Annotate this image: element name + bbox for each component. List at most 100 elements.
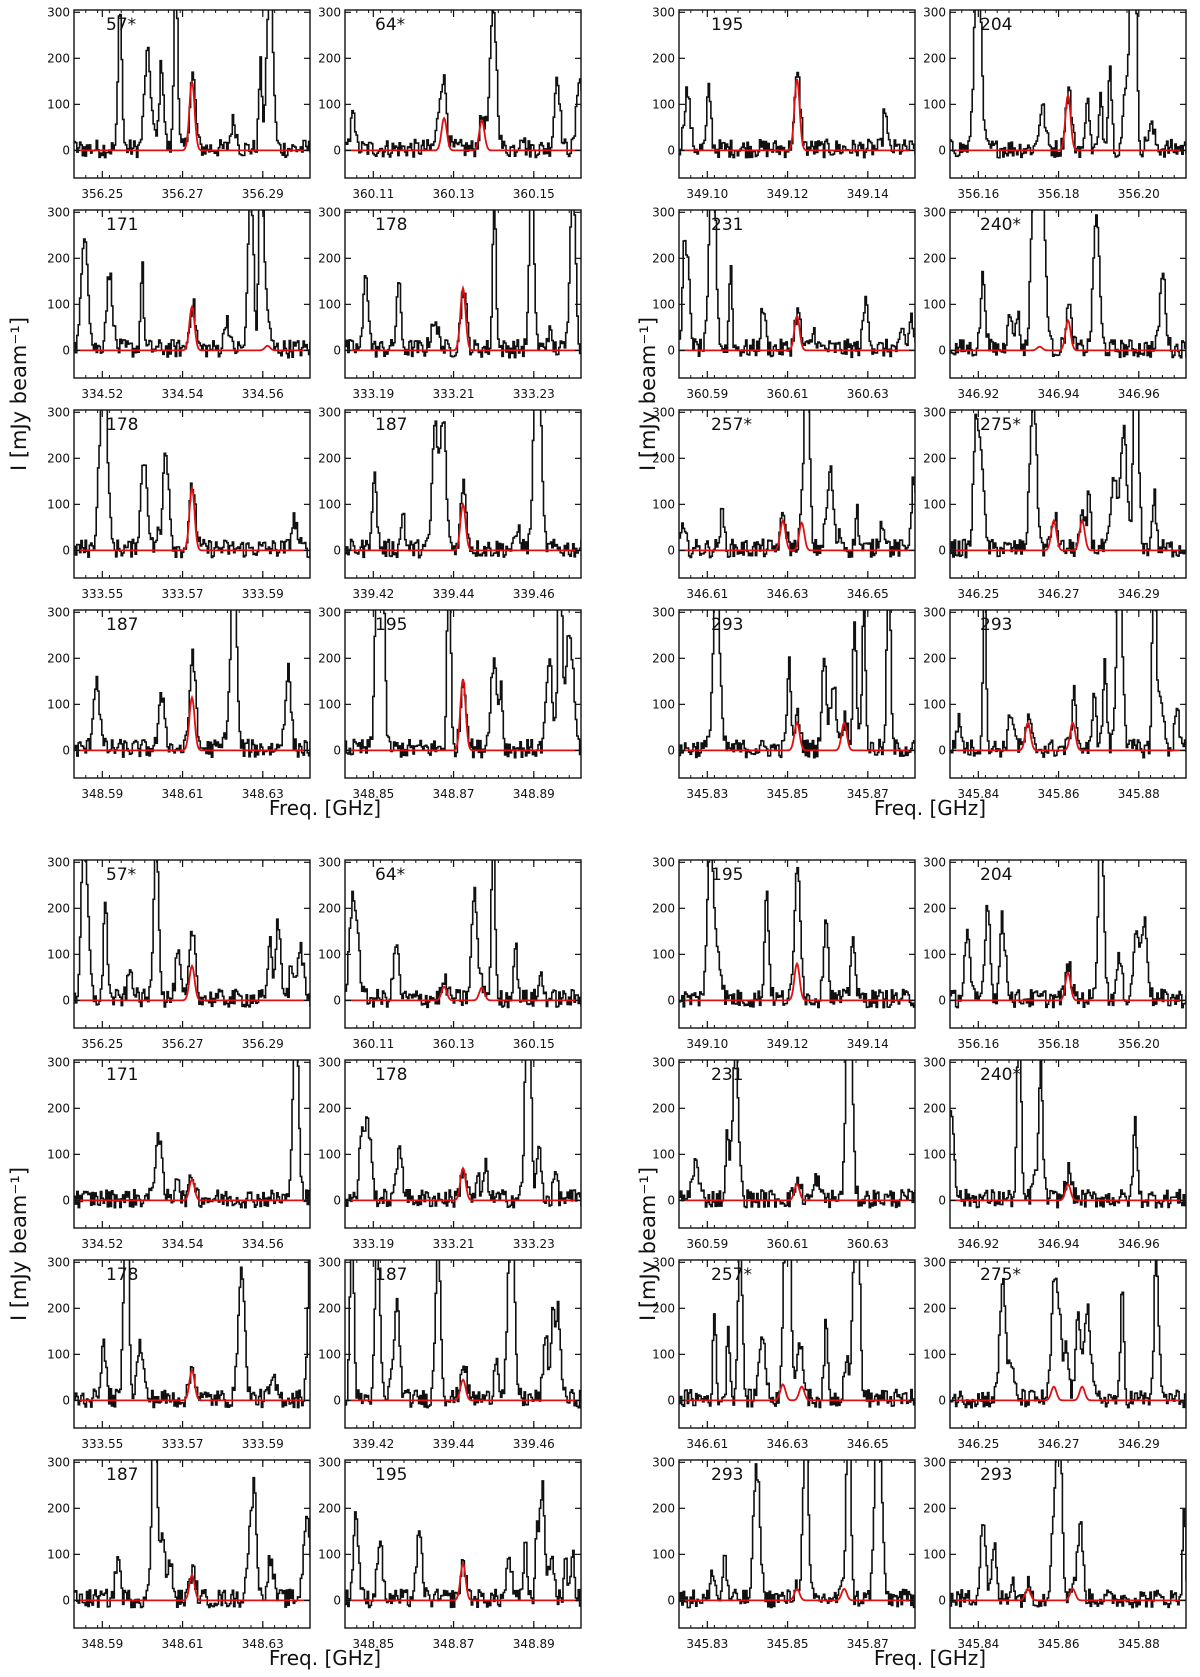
x-tick-label: 346.29 [1118, 1437, 1160, 1451]
panel-label: 195 [711, 15, 743, 35]
model-spectrum-line [345, 985, 581, 1002]
y-tick-label: 200 [652, 451, 675, 465]
observed-spectrum-line [345, 10, 581, 159]
y-tick-label: 300 [318, 205, 341, 219]
x-tick-label: 333.19 [352, 1237, 394, 1251]
spectrum-panel: 0 100 200 300 346.25 346.27 346.29 275* [923, 1255, 1187, 1451]
x-tick-label: 345.88 [1118, 1637, 1160, 1651]
y-tick-label: 300 [47, 205, 70, 219]
y-tick-label: 300 [923, 1055, 946, 1069]
model-spectrum-line [679, 78, 915, 152]
panel-frame [678, 1459, 916, 1629]
panel-label: 240* [980, 1065, 1021, 1085]
x-tick-label: 360.15 [513, 1037, 555, 1051]
y-tick-label: 0 [333, 993, 341, 1007]
observed-spectrum-line [950, 1260, 1186, 1409]
x-tick-label: 360.61 [767, 1237, 809, 1251]
x-tick-label: 360.63 [847, 387, 889, 401]
y-tick-label: 200 [923, 251, 946, 265]
x-tick-label: 333.55 [81, 1437, 123, 1451]
y-tick-label: 0 [938, 143, 946, 157]
x-tick-label: 348.61 [162, 787, 204, 801]
y-tick-label: 0 [62, 343, 70, 357]
y-tick-label: 300 [318, 5, 341, 19]
y-tick-label: 0 [333, 543, 341, 557]
x-axis-label: Freq. [GHz] [874, 1646, 986, 1670]
x-tick-label: 346.96 [1118, 1237, 1160, 1251]
panel-label: 275* [980, 1265, 1021, 1285]
panel-label: 57* [106, 865, 136, 885]
model-spectrum-line [950, 721, 1186, 752]
y-tick-label: 300 [923, 205, 946, 219]
y-tick-label: 0 [938, 993, 946, 1007]
x-tick-label: 349.12 [767, 1037, 809, 1051]
y-tick-label: 300 [923, 405, 946, 419]
x-tick-label: 345.86 [1038, 1637, 1080, 1651]
x-tick-label: 346.61 [686, 587, 728, 601]
y-tick-label: 100 [923, 497, 946, 511]
x-tick-label: 348.89 [513, 1637, 555, 1651]
panel-label: 171 [106, 1065, 138, 1085]
y-tick-label: 300 [923, 855, 946, 869]
spectrum-panel: 0 100 200 300 356.16 356.18 356.20 204 [923, 5, 1187, 201]
model-spectrum-line [345, 1378, 581, 1402]
y-tick-label: 300 [318, 605, 341, 619]
y-tick-label: 100 [652, 497, 675, 511]
panel-frame [949, 1059, 1187, 1229]
panel-label: 231 [711, 215, 743, 235]
panel-label: 204 [980, 865, 1012, 885]
y-tick-label: 200 [47, 451, 70, 465]
y-tick-label: 200 [47, 651, 70, 665]
x-tick-label: 349.14 [847, 1037, 889, 1051]
model-spectrum-line [74, 484, 310, 552]
observed-spectrum-line [679, 71, 915, 159]
spectrum-panel: 0 100 200 300 334.52 334.54 334.56 171 [47, 1055, 311, 1251]
panel-label: 171 [106, 215, 138, 235]
panel-label: 257* [711, 1265, 752, 1285]
x-tick-label: 346.25 [957, 587, 999, 601]
x-tick-label: 346.29 [1118, 587, 1160, 601]
observed-spectrum-line [950, 410, 1186, 559]
y-tick-label: 300 [652, 205, 675, 219]
spectrum-panel: 0 100 200 300 333.19 333.21 333.23 178 [318, 1055, 582, 1251]
observed-spectrum-line [679, 1460, 915, 1609]
y-tick-label: 200 [652, 1101, 675, 1115]
spectrum-panel: 0 100 200 300 356.25 356.27 356.29 57* [47, 855, 311, 1051]
y-tick-label: 0 [333, 1593, 341, 1607]
observed-spectrum-line [74, 410, 310, 559]
spectrum-panel: 0 100 200 300 345.84 345.86 345.88 293 [923, 1455, 1187, 1651]
model-spectrum-line [679, 518, 915, 552]
y-tick-label: 100 [47, 97, 70, 111]
x-tick-label: 348.87 [433, 1637, 475, 1651]
y-tick-label: 100 [652, 1547, 675, 1561]
observed-spectrum-line [74, 610, 310, 758]
spectrum-panel: 0 100 200 300 345.83 345.85 345.87 293 [652, 1455, 916, 1651]
y-tick-label: 200 [318, 901, 341, 915]
x-tick-label: 345.87 [847, 1637, 889, 1651]
y-tick-label: 300 [923, 5, 946, 19]
y-tick-label: 300 [923, 605, 946, 619]
y-axis-label: I [mJy beam⁻¹] [7, 1167, 31, 1321]
observed-spectrum-line [950, 10, 1186, 159]
y-tick-label: 100 [47, 297, 70, 311]
y-tick-label: 0 [62, 143, 70, 157]
y-tick-label: 100 [318, 97, 341, 111]
y-tick-label: 200 [923, 1301, 946, 1315]
x-tick-label: 348.63 [242, 1637, 284, 1651]
spectrum-panel: 0 100 200 300 356.16 356.18 356.20 204 [923, 855, 1187, 1051]
x-tick-label: 334.56 [242, 1237, 284, 1251]
y-tick-label: 300 [652, 855, 675, 869]
observed-spectrum-line [679, 860, 915, 1009]
panel-label: 204 [980, 15, 1012, 35]
y-tick-label: 100 [923, 1347, 946, 1361]
observed-spectrum-line [345, 1260, 581, 1409]
spectrum-panel: 0 100 200 300 339.42 339.44 339.46 187 [318, 1255, 582, 1451]
y-tick-label: 0 [62, 1193, 70, 1207]
x-tick-label: 346.65 [847, 1437, 889, 1451]
y-tick-label: 300 [652, 5, 675, 19]
spectrum-panel: 0 100 200 300 333.55 333.57 333.59 178 [47, 405, 311, 601]
y-tick-label: 200 [652, 901, 675, 915]
y-tick-label: 0 [667, 143, 675, 157]
y-tick-label: 0 [667, 543, 675, 557]
y-tick-label: 100 [47, 1147, 70, 1161]
